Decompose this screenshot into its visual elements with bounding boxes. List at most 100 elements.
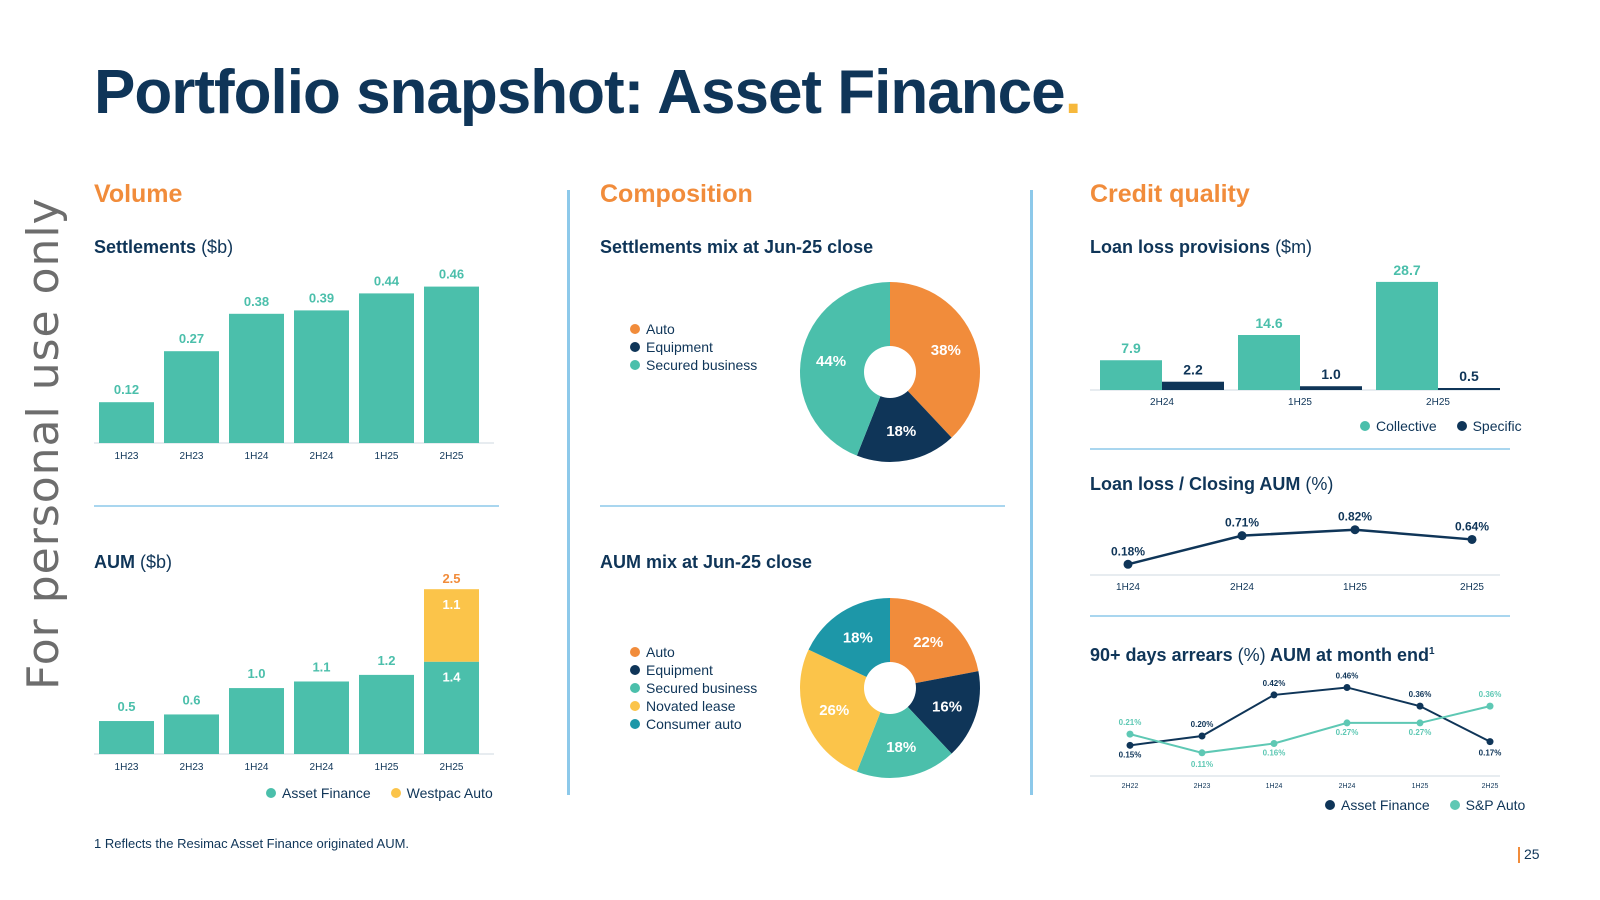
tick-label: 2H24: [1230, 582, 1254, 593]
legend-item: Equipment: [630, 338, 757, 356]
settlements-mix-legend: Auto Equipment Secured business: [630, 320, 757, 374]
data-point: [1270, 739, 1278, 747]
legend-label: Asset Finance: [282, 785, 371, 801]
tick-label: 1H25: [1412, 783, 1429, 790]
bar-specific-2H24: [1162, 381, 1224, 390]
provisions-title: Loan loss provisions ($m): [1090, 237, 1312, 258]
data-label: 0.82%: [1338, 510, 1372, 524]
data-label: 1.0: [247, 666, 265, 681]
legend-swatch: [630, 683, 640, 693]
slice-label: 26%: [819, 702, 849, 719]
data-point: [1343, 719, 1351, 727]
slice-auto: [890, 598, 979, 688]
data-point: [1467, 534, 1477, 544]
row-divider: [94, 505, 499, 507]
bar-asset-finance-1H25: [359, 674, 414, 754]
data-label: 0.21%: [1119, 718, 1142, 727]
data-label: 0.38: [244, 294, 269, 309]
section-credit-quality: Credit quality: [1090, 180, 1250, 208]
legend-item: Collective: [1360, 418, 1437, 434]
legend-item: Auto: [630, 643, 757, 661]
settlements-mix-title: Settlements mix at Jun-25 close: [600, 237, 874, 257]
arrears-title: 90+ days arrears (%) AUM at month end1: [1090, 645, 1435, 666]
footnote: 1 Reflects the Resimac Asset Finance ori…: [94, 836, 410, 851]
legend-label: Specific: [1472, 418, 1522, 434]
data-label: 0.27%: [1336, 728, 1359, 737]
tick-label: 1H23: [115, 451, 139, 462]
tick-label: 1H24: [245, 451, 269, 462]
tick-label: 1H25: [1343, 582, 1367, 593]
bar-1H23: [99, 402, 154, 443]
aum-unit: ($b): [140, 552, 173, 572]
slice-consumer-auto: [808, 598, 890, 688]
legend-label: Consumer auto: [646, 716, 742, 732]
aum-title-text: AUM: [94, 552, 135, 572]
tick-label: 1H24: [1116, 582, 1140, 593]
data-point: [1126, 741, 1134, 749]
legend-swatch: [266, 788, 276, 798]
legend-label: Secured business: [646, 680, 758, 696]
legend-swatch: [630, 342, 640, 352]
tick-label: 2H22: [1122, 783, 1139, 790]
data-label: 0.44: [374, 273, 400, 288]
data-label: 1.4: [442, 670, 461, 685]
total-label: 2.5: [442, 571, 460, 586]
series-line-asset-finance: [1129, 686, 1491, 747]
arrears-chart: 2H22 2H23 1H24 2H24 1H25 2H25 0.15% 0.20% 0.42% 0…: [1090, 672, 1502, 790]
settlements-title-text: Settlements: [94, 237, 197, 257]
bar-asset-finance-2H25: [424, 661, 479, 754]
legend-label: Auto: [646, 644, 675, 660]
data-label: 0.5: [117, 699, 135, 714]
legend-item: Auto: [630, 320, 757, 338]
page-number-bar: [1518, 847, 1520, 863]
watermark: For personal use only: [18, 197, 69, 690]
arrears-legend: Asset Finance S&P Auto: [1325, 797, 1525, 813]
data-label: 0.36%: [1479, 690, 1502, 699]
data-label: 28.7: [1393, 262, 1420, 278]
arrears-unit: (%): [1237, 645, 1266, 665]
data-label: 2.2: [1183, 362, 1203, 378]
legend-swatch: [1360, 421, 1370, 431]
loan-loss-ratio-title-text: Loan loss / Closing AUM: [1090, 474, 1301, 494]
tick-label: 2H25: [1460, 582, 1484, 593]
bar-specific-1H25: [1300, 386, 1362, 390]
data-point: [1237, 531, 1247, 541]
bar-1H24: [229, 313, 284, 443]
data-label: 0.27%: [1409, 728, 1432, 737]
legend-item: Westpac Auto: [390, 785, 493, 801]
slice-label: 18%: [843, 629, 873, 646]
legend-label: Equipment: [646, 662, 713, 678]
bar-asset-finance-2H23: [164, 714, 219, 754]
bar-westpac-auto-2H25: [424, 589, 479, 662]
data-point: [1343, 683, 1351, 691]
tick-label: 1H24: [1266, 783, 1283, 790]
legend-swatch: [630, 701, 640, 711]
legend-swatch: [1449, 800, 1460, 810]
slice-auto: [890, 282, 980, 438]
provisions-legend: Collective Specific: [1360, 418, 1522, 434]
bar-2H24: [294, 310, 349, 443]
data-label: 14.6: [1255, 315, 1282, 331]
tick-label: 2H25: [440, 762, 464, 773]
legend-label: S&P Auto: [1465, 797, 1526, 813]
legend-item: Specific: [1456, 418, 1522, 434]
arrears-title-text: 90+ days arrears: [1090, 645, 1233, 665]
bar-2H23: [164, 351, 219, 443]
data-label: 1.1: [312, 659, 330, 674]
data-label: 1.2: [377, 653, 395, 668]
legend-label: Asset Finance: [1341, 797, 1430, 813]
data-label: 0.46%: [1336, 672, 1359, 680]
column-divider: [567, 190, 570, 795]
section-volume: Volume: [94, 180, 183, 208]
loan-loss-ratio-title: Loan loss / Closing AUM (%): [1090, 474, 1333, 495]
legend-swatch: [630, 324, 640, 334]
data-label: 0.27: [179, 331, 204, 346]
bar-collective-2H24: [1100, 360, 1162, 390]
tick-label: 2H23: [180, 451, 204, 462]
legend-swatch: [1325, 800, 1335, 810]
data-point: [1126, 730, 1134, 738]
legend-item: Consumer auto: [630, 715, 757, 733]
slice-secured-business: [800, 282, 890, 456]
tick-label: 2H25: [1426, 397, 1450, 408]
bar-asset-finance-2H24: [294, 681, 349, 754]
